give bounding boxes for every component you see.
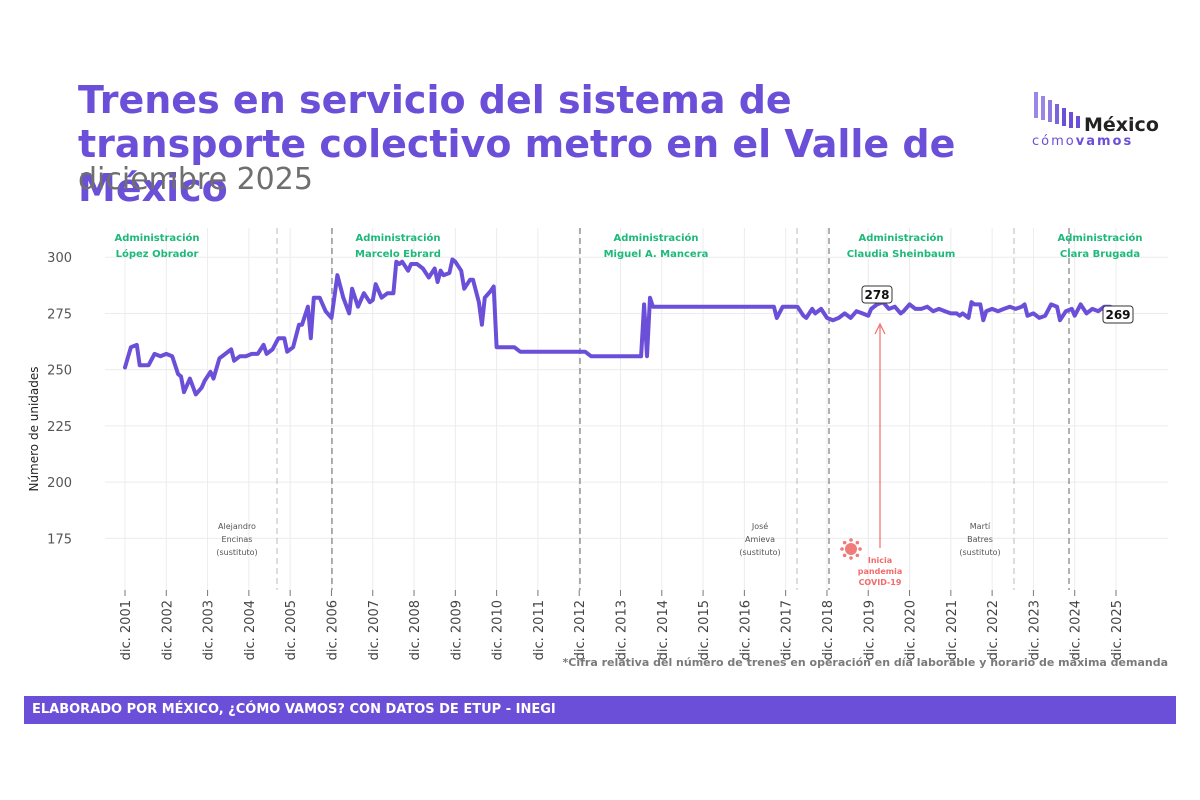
x-tick-label: dic. 2019	[862, 600, 877, 660]
virus-spike	[855, 553, 860, 558]
x-tick-label: dic. 2002	[160, 600, 175, 660]
substitute-label: (sustituto)	[216, 548, 257, 557]
x-tick-label: dic. 2008	[408, 600, 423, 660]
administration-label: Administración	[114, 232, 199, 244]
x-tick-label: dic. 2016	[738, 600, 753, 660]
logo-bars-icon	[1034, 92, 1080, 128]
x-tick-label: dic. 2003	[202, 600, 217, 660]
x-tick-label: dic. 2024	[1069, 600, 1084, 660]
source-text: ELABORADO POR MÉXICO, ¿CÓMO VAMOS? CON D…	[32, 702, 556, 717]
x-tick-label: dic. 2023	[1027, 600, 1042, 660]
logo-como-vamos-text: cómovamos	[1032, 134, 1133, 149]
logo-mexico-text: México	[1084, 114, 1159, 136]
x-tick-label: dic. 2010	[491, 600, 506, 660]
substitute-label: José	[751, 521, 768, 531]
covid-arrow-head	[874, 322, 886, 335]
administration-name: Miguel A. Mancera	[604, 249, 709, 260]
line-chart: 175 200 225 250 275 300 dic. 2001 dic. 2002 dic.…	[27, 228, 1168, 660]
point-label: 269	[1105, 308, 1130, 322]
x-tick-label: dic. 2005	[284, 600, 299, 660]
x-tick-label: dic. 2022	[986, 600, 1001, 660]
chart-title: Trenes en servicio del sistema de transp…	[78, 78, 956, 210]
x-tick-label: dic. 2018	[821, 600, 836, 660]
point-label-box	[861, 285, 893, 304]
x-tick-label: dic. 2009	[449, 600, 464, 660]
x-tick-label: dic. 2007	[367, 600, 382, 660]
logo-como-word: cómo	[1032, 134, 1076, 149]
administration-name: López Obrador	[116, 248, 199, 260]
x-tick-label: dic. 2013	[615, 600, 630, 660]
administration-label: Administración	[858, 232, 943, 244]
x-tick-label: dic. 2017	[780, 600, 795, 660]
substitute-label: Amieva	[745, 535, 775, 544]
administration-label: Administración	[1057, 232, 1142, 244]
y-axis-title: Número de unidades	[27, 366, 41, 491]
y-tick-label: 275	[47, 307, 72, 322]
y-tick-label: 200	[47, 476, 72, 491]
virus-spike	[849, 538, 853, 542]
x-tick-label: dic. 2001	[119, 600, 134, 660]
administration-name: Marcelo Ebrard	[355, 249, 441, 260]
x-tick-label: dic. 2014	[656, 600, 671, 660]
point-label: 278	[864, 288, 889, 302]
virus-icon	[845, 543, 857, 555]
y-tick-label: 250	[47, 364, 72, 379]
y-tick-label: 175	[47, 532, 72, 547]
virus-spike	[855, 540, 860, 545]
x-tick-label: dic. 2020	[904, 600, 919, 660]
covid-annotation-text: COVID-19	[859, 578, 902, 587]
point-label-box	[1102, 305, 1134, 324]
virus-spike	[842, 553, 847, 558]
x-tick-label: dic. 2011	[532, 600, 547, 660]
substitute-label: (sustituto)	[959, 548, 1000, 557]
x-tick-label: dic. 2015	[697, 600, 712, 660]
y-tick-label: 225	[47, 420, 72, 435]
series-line	[123, 257, 1118, 397]
virus-spike	[849, 556, 853, 560]
substitute-label: (sustituto)	[739, 548, 780, 557]
covid-annotation-text: pandemia	[858, 567, 902, 576]
x-tick-label: dic. 2021	[945, 600, 960, 660]
administration-label: Administración	[613, 232, 698, 244]
virus-spike	[840, 547, 844, 551]
source-banner: ELABORADO POR MÉXICO, ¿CÓMO VAMOS? CON D…	[24, 696, 1176, 724]
footnote: *Cifra relativa del número de trenes en …	[562, 656, 1168, 669]
covid-annotation-text: Inicia	[868, 556, 892, 565]
mexico-como-vamos-logo: México cómovamos	[1028, 90, 1168, 150]
x-tick-label: dic. 2006	[325, 600, 340, 660]
administration-name: Clara Brugada	[1060, 249, 1140, 260]
substitute-label: Martí	[970, 522, 991, 531]
logo-vamos-word: vamos	[1075, 134, 1134, 149]
virus-spike	[858, 547, 862, 551]
substitute-label: Encinas	[222, 535, 253, 544]
substitute-label: Batres	[967, 535, 993, 544]
chart-subtitle: diciembre 2025	[78, 162, 313, 197]
x-tick-label: dic. 2012	[573, 600, 588, 660]
x-tick-label: dic. 2004	[243, 600, 258, 660]
virus-spike	[842, 540, 847, 545]
y-tick-label: 300	[47, 251, 72, 266]
administration-label: Administración	[355, 232, 440, 244]
substitute-label: Alejandro	[218, 522, 256, 531]
x-tick-label: dic. 2025	[1110, 600, 1125, 660]
administration-name: Claudia Sheinbaum	[847, 249, 956, 260]
